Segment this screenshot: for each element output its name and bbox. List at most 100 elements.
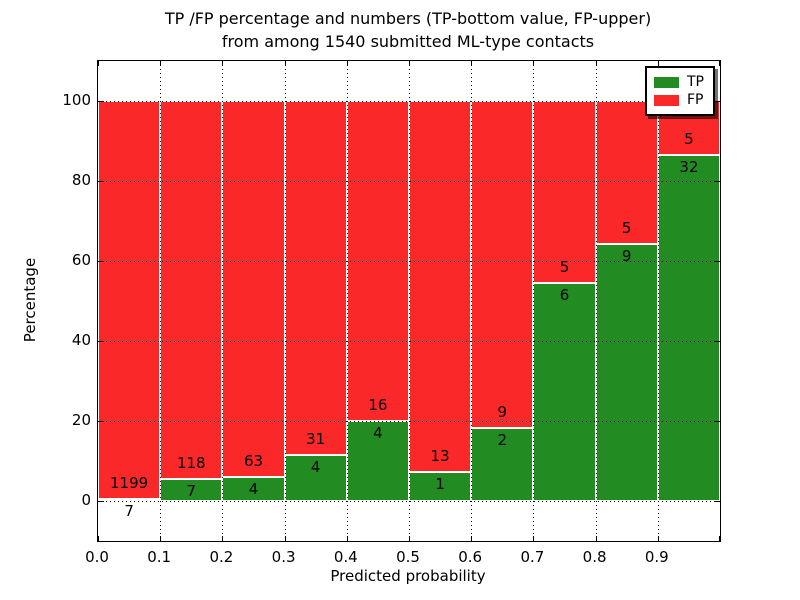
chart-title-line1: TP /FP percentage and numbers (TP-bottom… <box>164 9 652 28</box>
tp-count-label: 32 <box>679 158 699 177</box>
tp-bar <box>284 455 347 501</box>
y-tick-mark <box>714 501 720 502</box>
x-tick-mark <box>471 61 473 66</box>
x-tick-mark <box>409 61 410 66</box>
vertical-gridline <box>595 61 597 541</box>
fp-count-label: 118 <box>176 453 206 472</box>
y-tick-mark <box>714 341 720 342</box>
x-tick-mark <box>719 61 720 66</box>
x-tick-mark <box>595 61 597 66</box>
y-tick-label: 20 <box>71 411 91 429</box>
tp-count-label: 4 <box>310 458 321 477</box>
x-tick-label: 0.0 <box>85 548 109 566</box>
x-tick-mark <box>657 61 659 66</box>
legend-label-tp: TP <box>687 74 704 90</box>
tp-bar <box>657 155 720 501</box>
tp-count-label: 1 <box>435 475 445 494</box>
x-tick-mark <box>98 61 99 66</box>
fp-bar <box>284 101 347 456</box>
fp-count-label: 1199 <box>110 473 149 492</box>
x-tick-mark <box>160 536 162 541</box>
x-tick-mark <box>222 536 224 541</box>
chart-title: TP /FP percentage and numbers (TP-bottom… <box>97 7 719 53</box>
legend: TP FP <box>645 66 715 116</box>
tp-count-label: 4 <box>248 480 259 499</box>
tp-count-label: 2 <box>497 431 508 450</box>
vertical-gridline <box>471 61 473 541</box>
vertical-gridline <box>222 61 224 541</box>
tp-count-label: 6 <box>559 285 570 304</box>
x-tick-mark <box>284 61 286 66</box>
x-tick-label: 0.7 <box>520 548 545 566</box>
x-tick-label: 0.4 <box>333 548 358 566</box>
x-tick-mark <box>284 536 286 541</box>
fp-bar <box>471 101 534 429</box>
legend-label-fp: FP <box>687 92 704 108</box>
y-tick-label: 0 <box>81 491 91 509</box>
tp-count-label: 7 <box>186 481 197 500</box>
fp-bar <box>98 101 161 499</box>
tp-count-label: 4 <box>373 424 383 442</box>
fp-count-label: 9 <box>497 403 508 422</box>
x-tick-mark <box>160 61 162 66</box>
fp-count-label: 16 <box>368 396 388 414</box>
fp-swatch <box>654 94 679 106</box>
tp-swatch <box>654 76 679 88</box>
vertical-gridline <box>284 61 286 541</box>
x-tick-mark <box>346 536 348 541</box>
fp-count-label: 5 <box>684 130 694 149</box>
x-axis-label: Predicted probability <box>330 567 486 585</box>
x-tick-mark <box>409 536 410 541</box>
vertical-gridline <box>160 61 162 541</box>
y-tick-label: 60 <box>71 251 91 269</box>
x-tick-mark <box>719 536 720 541</box>
tp-count-label: 7 <box>124 501 134 520</box>
chart-title-line2: from among 1540 submitted ML-type contac… <box>221 32 595 51</box>
x-tick-label: 0.2 <box>209 548 234 566</box>
vertical-gridline <box>657 61 659 541</box>
horizontal-gridline <box>98 421 720 422</box>
y-tick-mark <box>98 421 104 422</box>
y-tick-mark <box>714 181 720 182</box>
y-tick-label: 100 <box>62 91 91 109</box>
fp-count-label: 5 <box>559 257 570 276</box>
y-tick-mark <box>714 101 720 102</box>
tp-bar <box>595 243 658 501</box>
horizontal-gridline <box>98 101 720 102</box>
x-tick-mark <box>222 61 224 66</box>
vertical-gridline <box>533 61 535 541</box>
x-tick-label: 0.6 <box>458 548 483 566</box>
y-tick-mark <box>98 181 104 182</box>
legend-row-tp: TP <box>654 73 706 91</box>
x-tick-label: 0.8 <box>582 548 607 566</box>
tp-bar <box>409 472 472 501</box>
x-tick-mark <box>346 61 348 66</box>
tp-count-label: 9 <box>621 246 632 265</box>
tp-bar <box>98 498 161 501</box>
y-tick-label: 80 <box>71 171 91 189</box>
x-tick-mark <box>98 536 99 541</box>
fp-count-label: 13 <box>430 447 450 466</box>
legend-row-fp: FP <box>654 91 706 109</box>
horizontal-gridline <box>98 181 720 182</box>
x-tick-label: 0.1 <box>147 548 172 566</box>
y-tick-mark <box>714 421 720 422</box>
horizontal-gridline <box>98 501 720 502</box>
y-tick-mark <box>98 341 104 342</box>
y-axis-label: Percentage <box>21 257 39 343</box>
x-tick-mark <box>533 536 535 541</box>
x-tick-label: 0.5 <box>396 548 420 566</box>
x-tick-mark <box>595 536 597 541</box>
tp-bar <box>471 428 534 501</box>
fp-bar <box>533 101 596 283</box>
x-tick-mark <box>471 536 473 541</box>
horizontal-gridline <box>98 261 720 262</box>
x-tick-mark <box>533 61 535 66</box>
fp-count-label: 63 <box>243 452 264 471</box>
horizontal-gridline <box>98 341 720 342</box>
x-tick-label: 0.9 <box>644 548 669 566</box>
vertical-gridline <box>346 61 348 541</box>
y-tick-mark <box>98 501 104 502</box>
x-tick-mark <box>657 536 659 541</box>
